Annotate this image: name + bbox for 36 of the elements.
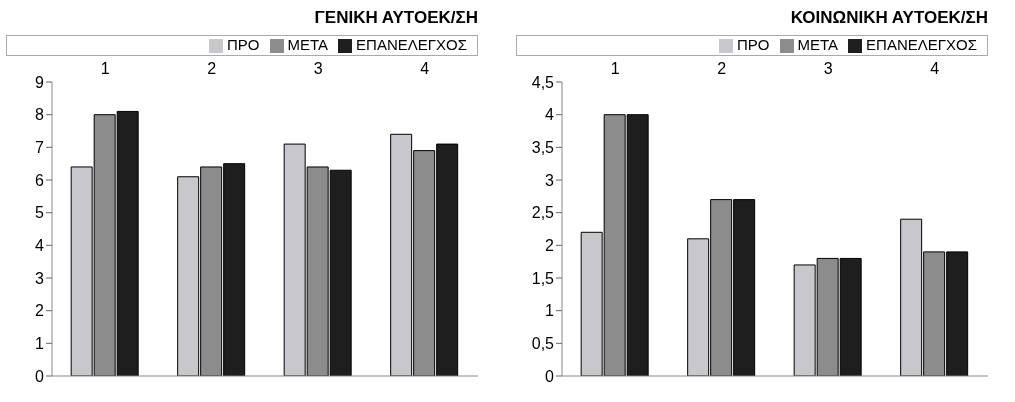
y-tick-label: 8 [35, 106, 45, 124]
y-tick-label: 5 [35, 204, 45, 222]
legend-label: ΠΡΟ [227, 36, 260, 53]
y-tick-label: 0 [545, 367, 555, 385]
legend-label: ΕΠΑΝΕΛΕΓΧΟΣ [356, 36, 467, 53]
x-tick-label: 4 [420, 60, 430, 78]
legend-label: ΠΡΟ [737, 36, 770, 53]
y-tick-label: 2,5 [531, 204, 555, 222]
legend-label: ΜΕΤΑ [797, 36, 839, 53]
legend-label: ΜΕΤΑ [287, 36, 329, 53]
y-tick-label: 1,5 [531, 269, 555, 287]
y-tick-label: 1 [545, 302, 555, 320]
y-tick-label: 3 [35, 269, 45, 287]
x-tick-label: 3 [823, 60, 833, 78]
x-tick-label: 1 [610, 60, 620, 78]
y-tick-label: 0 [35, 367, 45, 385]
y-tick-label: 4 [35, 237, 45, 255]
y-tick-label: 1 [35, 335, 45, 353]
x-tick-label: 3 [313, 60, 323, 78]
x-tick-label: 2 [717, 60, 727, 78]
y-tick-label: 2 [35, 302, 45, 320]
y-tick-label: 2 [545, 237, 555, 255]
y-tick-label: 6 [35, 171, 45, 189]
chart-title: ΓΕΝΙΚΗ ΑΥΤΟΕΚ/ΣΗ [313, 8, 479, 29]
y-tick-label: 4,5 [531, 73, 555, 91]
x-tick-label: 1 [100, 60, 110, 78]
chart-title: ΚΟΙΝΩΝΙΚΗ ΑΥΤΟΕΚ/ΣΗ [789, 8, 989, 29]
y-tick-label: 3 [545, 171, 555, 189]
y-tick-label: 3,5 [531, 139, 555, 157]
y-tick-label: 7 [35, 139, 45, 157]
x-tick-label: 4 [930, 60, 940, 78]
x-tick-label: 2 [207, 60, 217, 78]
y-tick-label: 4 [545, 106, 555, 124]
y-tick-label: 9 [35, 73, 45, 91]
legend-label: ΕΠΑΝΕΛΕΓΧΟΣ [866, 36, 977, 53]
y-tick-label: 0,5 [531, 335, 555, 353]
